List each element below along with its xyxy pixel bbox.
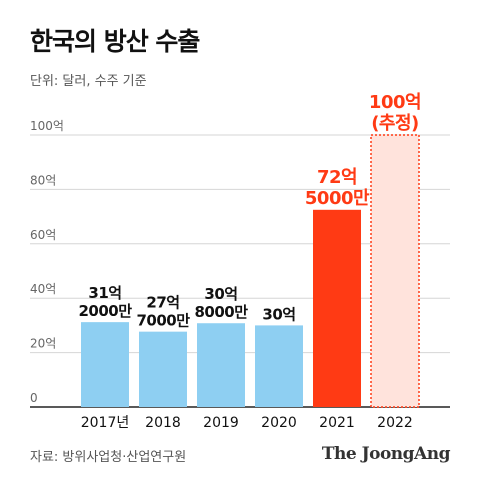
unit-note: 단위: 달러, 수주 기준: [30, 74, 147, 89]
data-label: 5000만: [305, 188, 370, 209]
bar: [255, 325, 303, 407]
x-tick-label: 2020: [261, 415, 297, 431]
y-tick-label: 100억: [30, 119, 64, 133]
x-tick-label: 2022: [377, 415, 413, 431]
x-tick-label: 2017년: [81, 415, 130, 431]
publisher-logo: The JoongAng: [321, 444, 451, 464]
data-label: (추정): [371, 113, 419, 134]
y-tick-label: 40억: [30, 282, 56, 296]
data-label: 8000만: [194, 303, 248, 321]
y-tick-label: 20억: [30, 337, 56, 351]
data-label: 100억: [369, 92, 421, 113]
y-tick-label: 0: [30, 391, 38, 405]
bar: [139, 331, 187, 407]
bar: [81, 322, 129, 407]
x-tick-label: 2019: [203, 415, 239, 431]
data-label: 72억: [317, 167, 357, 188]
bar: [370, 134, 420, 408]
bar: [313, 209, 361, 407]
data-label: 31억: [88, 284, 121, 302]
y-tick-label: 60억: [30, 228, 56, 242]
data-label: 27억: [146, 294, 179, 312]
bar: [197, 323, 245, 407]
bars: [81, 134, 420, 408]
source-note: 자료: 방위사업청·산업연구원: [30, 450, 187, 465]
data-label: 7000만: [136, 312, 190, 330]
x-tick-labels: 2017년 2018 2019 2020 2021 2022: [81, 415, 413, 431]
x-tick-label: 2018: [145, 415, 181, 431]
chart-title: 한국의 방산 수출: [30, 27, 200, 56]
x-tick-label: 2021: [319, 415, 355, 431]
data-label: 2000만: [78, 302, 132, 320]
y-tick-label: 80억: [30, 173, 56, 187]
data-label: 30억: [262, 305, 295, 323]
data-label: 30억: [204, 285, 237, 303]
